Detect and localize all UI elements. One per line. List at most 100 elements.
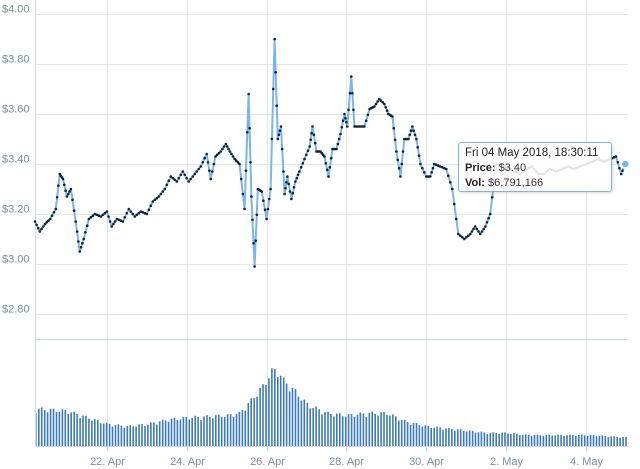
- volume-bar: [554, 435, 556, 446]
- volume-bar: [462, 430, 465, 446]
- volume-bar: [176, 419, 179, 446]
- price-marker: [65, 195, 69, 198]
- volume-bar: [274, 369, 276, 446]
- x-axis-ticks: 22. Apr 24. Apr 26. Apr 28. Apr 30. Apr 2. Ma…: [90, 456, 603, 468]
- volume-bar: [578, 434, 580, 446]
- price-marker: [459, 234, 462, 237]
- volume-bar: [156, 424, 158, 446]
- volume-bar: [489, 432, 492, 446]
- volume-bar: [129, 425, 131, 446]
- volume-bar: [601, 435, 604, 446]
- volume-bar: [46, 412, 49, 446]
- price-marker: [85, 224, 89, 227]
- volume-bar: [595, 436, 598, 446]
- price-marker: [161, 190, 165, 193]
- price-marker: [470, 230, 474, 233]
- volume-bar: [504, 432, 506, 446]
- price-marker: [233, 157, 236, 161]
- volume-bar: [403, 419, 406, 446]
- volume-bar: [392, 414, 394, 446]
- volume-bar: [527, 435, 530, 446]
- volume-bar: [610, 436, 612, 446]
- hover-point[interactable]: [620, 159, 630, 169]
- volume-bar: [495, 433, 497, 446]
- price-marker: [351, 91, 354, 95]
- price-marker: [228, 150, 232, 153]
- price-marker: [296, 173, 300, 177]
- price-marker: [262, 199, 265, 202]
- price-marker: [57, 184, 60, 187]
- volume-bar: [439, 427, 441, 446]
- price-marker: [52, 211, 56, 214]
- volume-bar: [598, 436, 601, 446]
- volume-bar: [510, 433, 512, 446]
- price-marker: [335, 147, 338, 151]
- price-marker: [279, 125, 283, 128]
- volume-bar: [356, 414, 359, 446]
- price-marker: [419, 162, 422, 166]
- hover-marker[interactable]: [620, 159, 630, 169]
- price-marker: [265, 217, 268, 221]
- price-marker: [415, 137, 418, 141]
- price-marker: [309, 138, 313, 142]
- volume-bar: [49, 408, 52, 446]
- volume-bar: [38, 408, 40, 446]
- price-marker: [282, 170, 285, 173]
- volume-bar: [350, 414, 353, 446]
- volume-bar: [400, 419, 403, 446]
- volume-bar: [135, 426, 137, 446]
- tooltip-vol-label: Vol:: [465, 177, 485, 189]
- price-marker: [467, 234, 470, 237]
- volume-bar: [368, 412, 371, 446]
- volume-bar: [427, 425, 430, 446]
- volume-bar: [271, 368, 273, 446]
- price-marker: [614, 155, 618, 158]
- volume-bar: [451, 429, 453, 446]
- volume-bar: [88, 418, 90, 446]
- price-marker: [366, 113, 370, 117]
- price-marker: [395, 150, 398, 153]
- volume-bar: [344, 416, 347, 446]
- price-marker: [224, 142, 228, 146]
- price-marker: [250, 195, 253, 198]
- volume-bar: [58, 411, 61, 446]
- price-marker: [278, 129, 282, 132]
- price-marker: [61, 177, 65, 181]
- price-marker: [612, 156, 616, 159]
- volume-bar: [282, 377, 285, 446]
- price-marker: [619, 172, 623, 176]
- volume-bar: [97, 420, 99, 446]
- volume-bar: [545, 434, 548, 446]
- price-marker: [33, 220, 37, 223]
- volume-bar: [471, 430, 474, 446]
- price-marker: [93, 212, 97, 216]
- price-marker: [244, 169, 248, 172]
- volume-bar: [563, 436, 565, 446]
- price-marker: [203, 156, 206, 160]
- price-marker: [266, 207, 270, 211]
- volume-bar: [173, 417, 176, 446]
- volume-bar: [616, 436, 618, 446]
- price-marker: [205, 152, 208, 156]
- volume-bar: [200, 420, 202, 446]
- volume-bar: [465, 431, 468, 446]
- price-marker: [397, 166, 401, 170]
- price-marker: [383, 102, 386, 106]
- price-marker: [393, 138, 397, 142]
- price-marker: [303, 157, 306, 161]
- volume-bar: [321, 414, 323, 446]
- price-marker: [275, 104, 279, 107]
- price-marker: [171, 176, 175, 180]
- volume-bar: [303, 399, 306, 446]
- volume-bar: [516, 433, 518, 446]
- price-marker: [485, 221, 489, 224]
- tooltip-price-label: Price:: [465, 162, 496, 174]
- volume-bar: [43, 410, 46, 446]
- price-marker: [163, 187, 167, 191]
- price-marker: [286, 175, 289, 178]
- price-marker: [246, 131, 249, 134]
- volume-bar: [521, 434, 524, 446]
- volume-bar: [409, 425, 412, 446]
- volume-bar: [589, 434, 592, 446]
- price-marker: [48, 217, 52, 221]
